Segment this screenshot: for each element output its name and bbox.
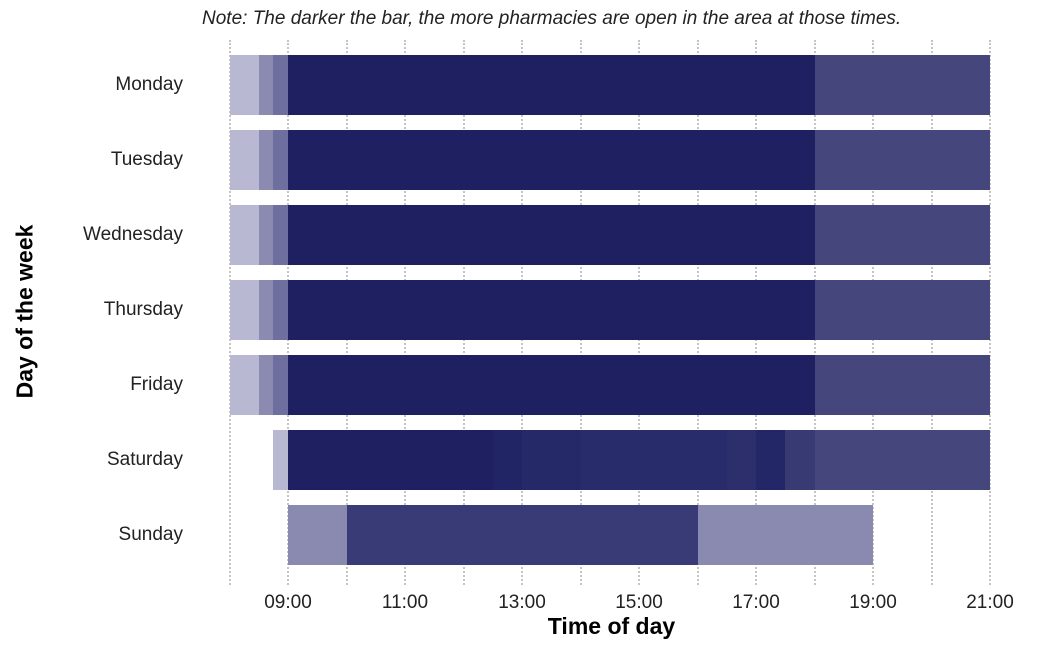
y-tick-label: Thursday — [103, 299, 183, 320]
bar-segment — [814, 430, 990, 490]
bar-row-thursday — [0, 280, 1039, 340]
x-tick-label: 17:00 — [732, 592, 780, 613]
bar-row-sunday — [0, 505, 1039, 565]
x-tick-label: 13:00 — [498, 592, 546, 613]
y-axis-title: Day of the week — [11, 224, 38, 399]
bar-segment — [288, 130, 815, 190]
x-tick-label: 19:00 — [849, 592, 897, 613]
bar-row-wednesday — [0, 205, 1039, 265]
bar-segment — [288, 55, 815, 115]
bar-segment — [273, 55, 288, 115]
y-tick-label: Saturday — [106, 449, 183, 470]
x-tick-label: 15:00 — [615, 592, 663, 613]
bar-segment — [814, 55, 990, 115]
bar-segment — [814, 280, 990, 340]
bar-segment — [229, 55, 259, 115]
y-tick-label: Sunday — [118, 524, 183, 545]
bar-segment — [288, 280, 815, 340]
bar-segment — [492, 430, 522, 490]
bar-row-saturday — [0, 430, 1039, 490]
bar-segment — [814, 355, 990, 415]
bar-segment — [229, 205, 259, 265]
bar-segment — [229, 280, 259, 340]
bar-segment — [288, 505, 347, 565]
bar-segment — [288, 205, 815, 265]
bar-segment — [814, 130, 990, 190]
bar-segment — [229, 130, 259, 190]
bar-segment — [580, 430, 727, 490]
bar-segment — [756, 430, 786, 490]
bar-segment — [229, 355, 259, 415]
bar-segment — [258, 355, 274, 415]
bar-segment — [814, 205, 990, 265]
bar-segment — [273, 280, 288, 340]
bar-segment — [258, 130, 274, 190]
bar-row-friday — [0, 355, 1039, 415]
bar-segment — [273, 430, 288, 490]
bar-row-tuesday — [0, 130, 1039, 190]
bar-segment — [726, 430, 756, 490]
bar-segment — [288, 430, 493, 490]
bar-segment — [258, 55, 274, 115]
x-tick-label: 11:00 — [381, 592, 429, 613]
bar-segment — [785, 430, 815, 490]
bar-segment — [522, 430, 581, 490]
y-tick-label: Monday — [115, 74, 183, 95]
bar-segment — [273, 355, 288, 415]
x-tick-label: 21:00 — [966, 592, 1014, 613]
bar-segment — [697, 505, 873, 565]
bar-segment — [273, 205, 288, 265]
chart-note: Note: The darker the bar, the more pharm… — [202, 8, 902, 29]
y-tick-label: Tuesday — [110, 149, 183, 170]
bar-segment — [258, 280, 274, 340]
bar-segment — [288, 355, 815, 415]
x-tick-label: 09:00 — [264, 592, 312, 613]
y-tick-label: Wednesday — [83, 224, 183, 245]
bar-segment — [346, 505, 698, 565]
bar-row-monday — [0, 55, 1039, 115]
bar-segment — [273, 130, 288, 190]
gridline — [989, 40, 991, 585]
x-axis-title: Time of day — [547, 613, 676, 639]
bar-segment — [258, 205, 274, 265]
y-tick-label: Friday — [130, 374, 183, 395]
